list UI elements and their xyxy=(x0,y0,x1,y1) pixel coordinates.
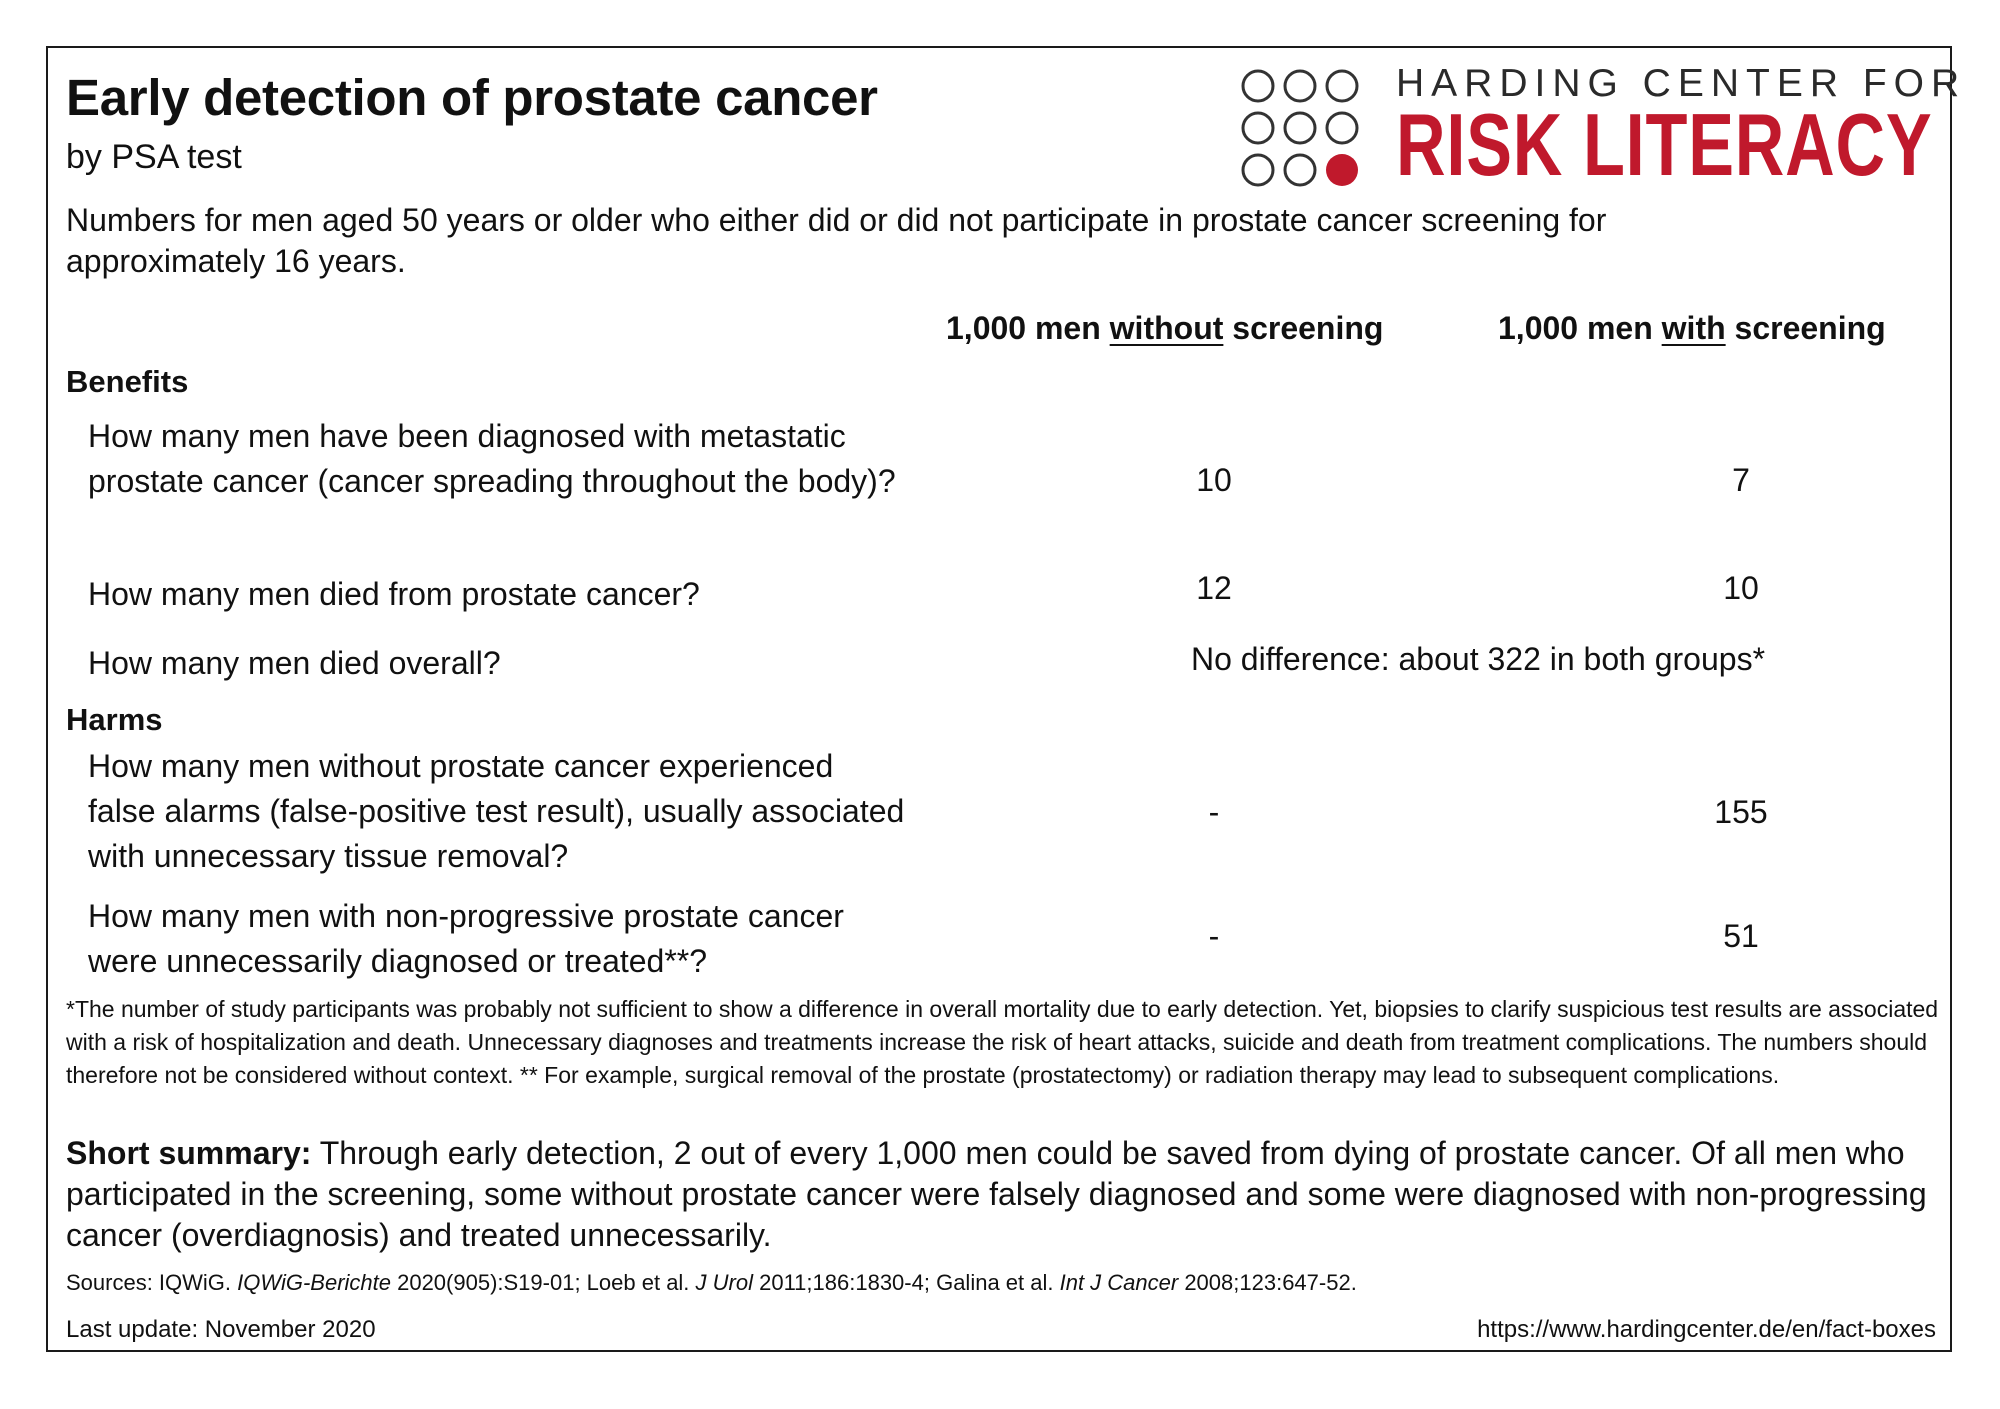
value-overdiagnosis-with: 51 xyxy=(1723,918,1759,954)
value-overdiagnosis-without: - xyxy=(1208,918,1220,954)
question-false-alarms: How many men without prostate cancer exp… xyxy=(88,748,905,874)
page-subtitle: by PSA test xyxy=(66,138,242,176)
logo-line-2: RISK LITERACY xyxy=(1396,95,1933,194)
value-false-alarms-without: - xyxy=(1208,794,1220,830)
intro-text: Numbers for men aged 50 years or older w… xyxy=(66,202,1607,279)
value-false-alarms-with: 155 xyxy=(1714,794,1768,830)
section-heading-benefits: Benefits xyxy=(66,364,189,399)
summary-label: Short summary: xyxy=(66,1135,312,1171)
page-title: Early detection of prostate cancer xyxy=(66,69,878,126)
section-heading-harms: Harms xyxy=(66,702,163,737)
fact-boxes-link[interactable]: https://www.hardingcenter.de/en/fact-box… xyxy=(1477,1316,1936,1343)
value-died-overall: No difference: about 322 in both groups* xyxy=(1190,641,1766,677)
summary-text: Through early detection, 2 out of every … xyxy=(66,1135,1927,1253)
value-metastatic-with: 7 xyxy=(1732,462,1750,498)
harding-center-logo: HARDING CENTER FOR RISK LITERACY xyxy=(1238,54,1959,194)
question-metastatic: How many men have been diagnosed with me… xyxy=(88,418,896,499)
footnote: *The number of study participants was pr… xyxy=(66,996,1939,1088)
column-header-without: 1,000 men without screening xyxy=(946,310,1384,346)
question-died-prostate: How many men died from prostate cancer? xyxy=(88,576,700,612)
value-died-prostate-without: 12 xyxy=(1196,570,1232,606)
value-died-prostate-with: 10 xyxy=(1723,570,1759,606)
logo-line-1: HARDING CENTER FOR xyxy=(1396,62,1967,105)
fact-box: Early detection of prostate cancer by PS… xyxy=(46,46,1959,1352)
question-died-overall: How many men died overall? xyxy=(88,645,501,681)
dots-logo-icon xyxy=(1241,69,1359,187)
question-overdiagnosis: How many men with non-progressive prosta… xyxy=(88,898,844,979)
column-header-with: 1,000 men with screening xyxy=(1498,310,1886,346)
value-metastatic-without: 10 xyxy=(1196,462,1232,498)
sources: Sources: IQWiG. IQWiG-Berichte 2020(905)… xyxy=(66,1270,1357,1295)
last-update: Last update: November 2020 xyxy=(66,1316,376,1343)
short-summary: Short summary: Through early detection, … xyxy=(66,1133,1946,1256)
